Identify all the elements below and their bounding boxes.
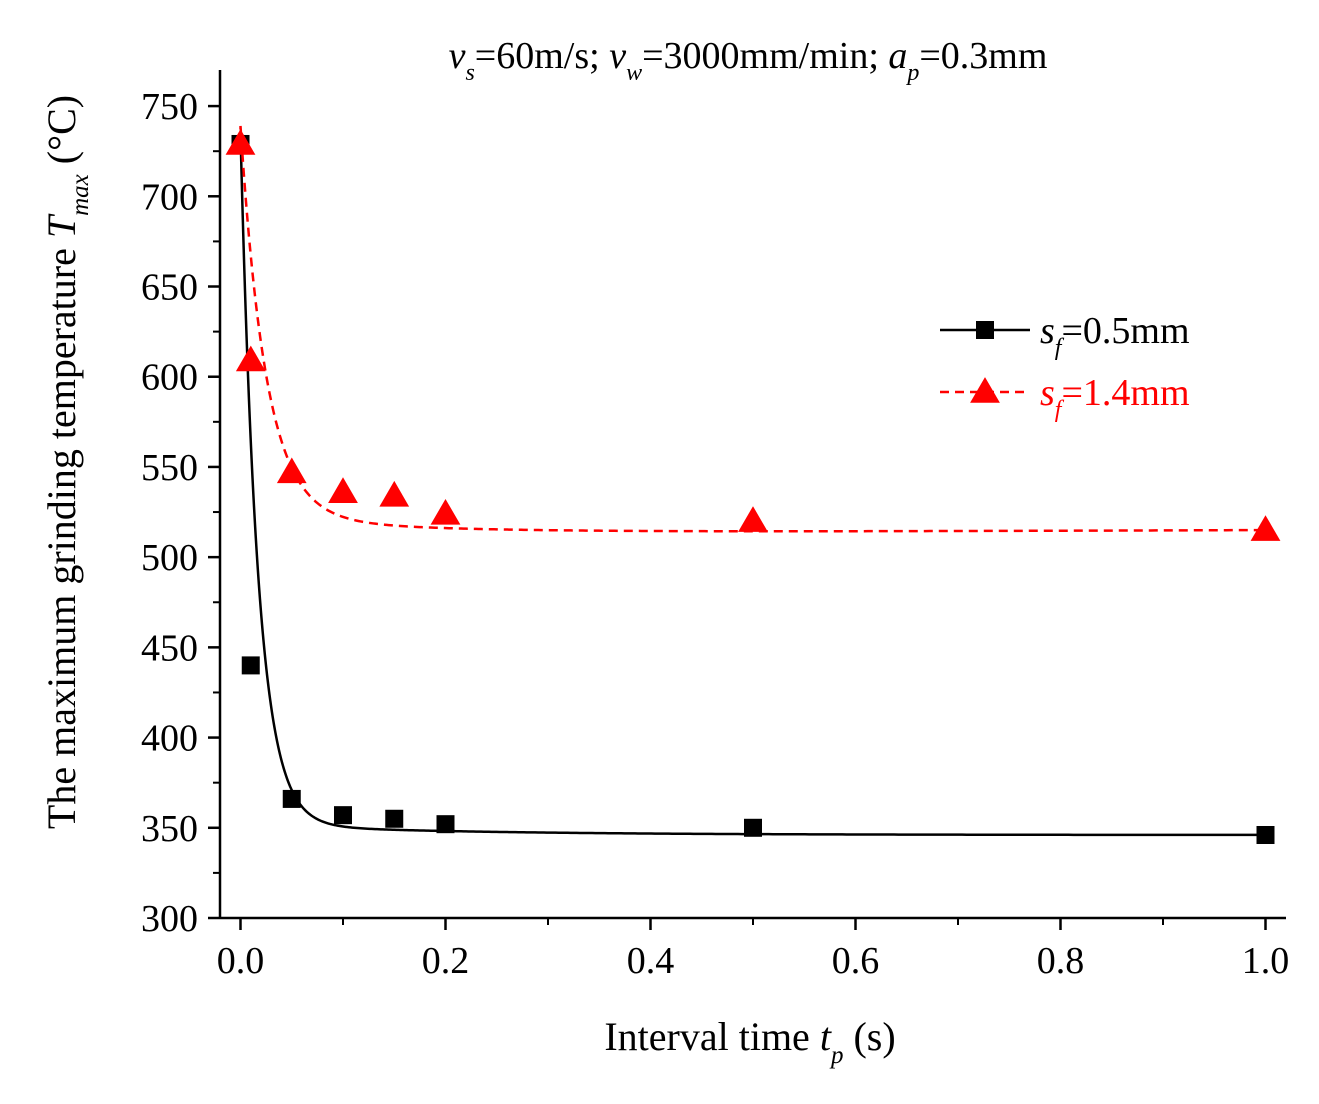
data-point [1250,515,1281,541]
chart-title: vs=60m/s; vw=3000mm/min; ap=0.3mm [449,35,1048,86]
data-point [738,506,768,532]
data-point [436,815,455,834]
y-tick-label: 400 [141,718,198,760]
data-point [282,789,301,808]
series-lines [239,125,1266,837]
y-tick-label: 300 [141,898,198,940]
data-point [385,809,404,828]
legend: sf=0.5mm sf=1.4mm [940,310,1190,423]
series-markers [225,129,1281,845]
y-tick-label: 500 [141,537,198,579]
x-tick-label: 0.2 [422,940,470,982]
legend-marker-1 [976,321,994,339]
data-point [430,499,461,525]
legend-label-2: sf=1.4mm [1040,372,1190,423]
x-tick-label: 0.8 [1037,940,1085,982]
y-tick-label: 600 [141,357,198,399]
legend-label-1: sf=0.5mm [1040,310,1190,361]
x-tick-label: 1.0 [1242,940,1290,982]
y-tick-label: 700 [141,176,198,218]
data-point [235,345,266,372]
y-tick-label: 550 [141,447,198,489]
x-tick-label: 0.4 [627,940,675,982]
data-point [241,656,260,675]
y-tick-label: 350 [141,808,198,850]
legend-marker-2 [970,377,1000,403]
data-point [334,806,352,825]
data-point [1256,826,1275,845]
x-tick-label: 0.0 [217,940,265,982]
data-point [744,818,762,837]
axes: 300 350 400 450 500 550 600 650 700 750 0.0 0.2 0.4 0… [141,70,1289,982]
y-tick-label: 650 [141,267,198,309]
data-point [225,129,256,155]
series-line-2 [239,125,1266,533]
data-point [276,457,307,484]
data-point [328,477,358,503]
data-point [379,480,410,507]
y-tick-label: 450 [141,627,198,669]
x-axis-label: Interval time tp (s) [604,1014,895,1069]
chart-text: vs=60m/s; vw=3000mm/min; ap=0.3mm Interva… [39,35,1047,1069]
series-line-1 [239,133,1266,837]
y-axis-label: The maximum grinding temperature Tmax (°… [39,95,94,829]
y-tick-label: 750 [141,86,198,128]
x-tick-label: 0.6 [832,940,880,982]
